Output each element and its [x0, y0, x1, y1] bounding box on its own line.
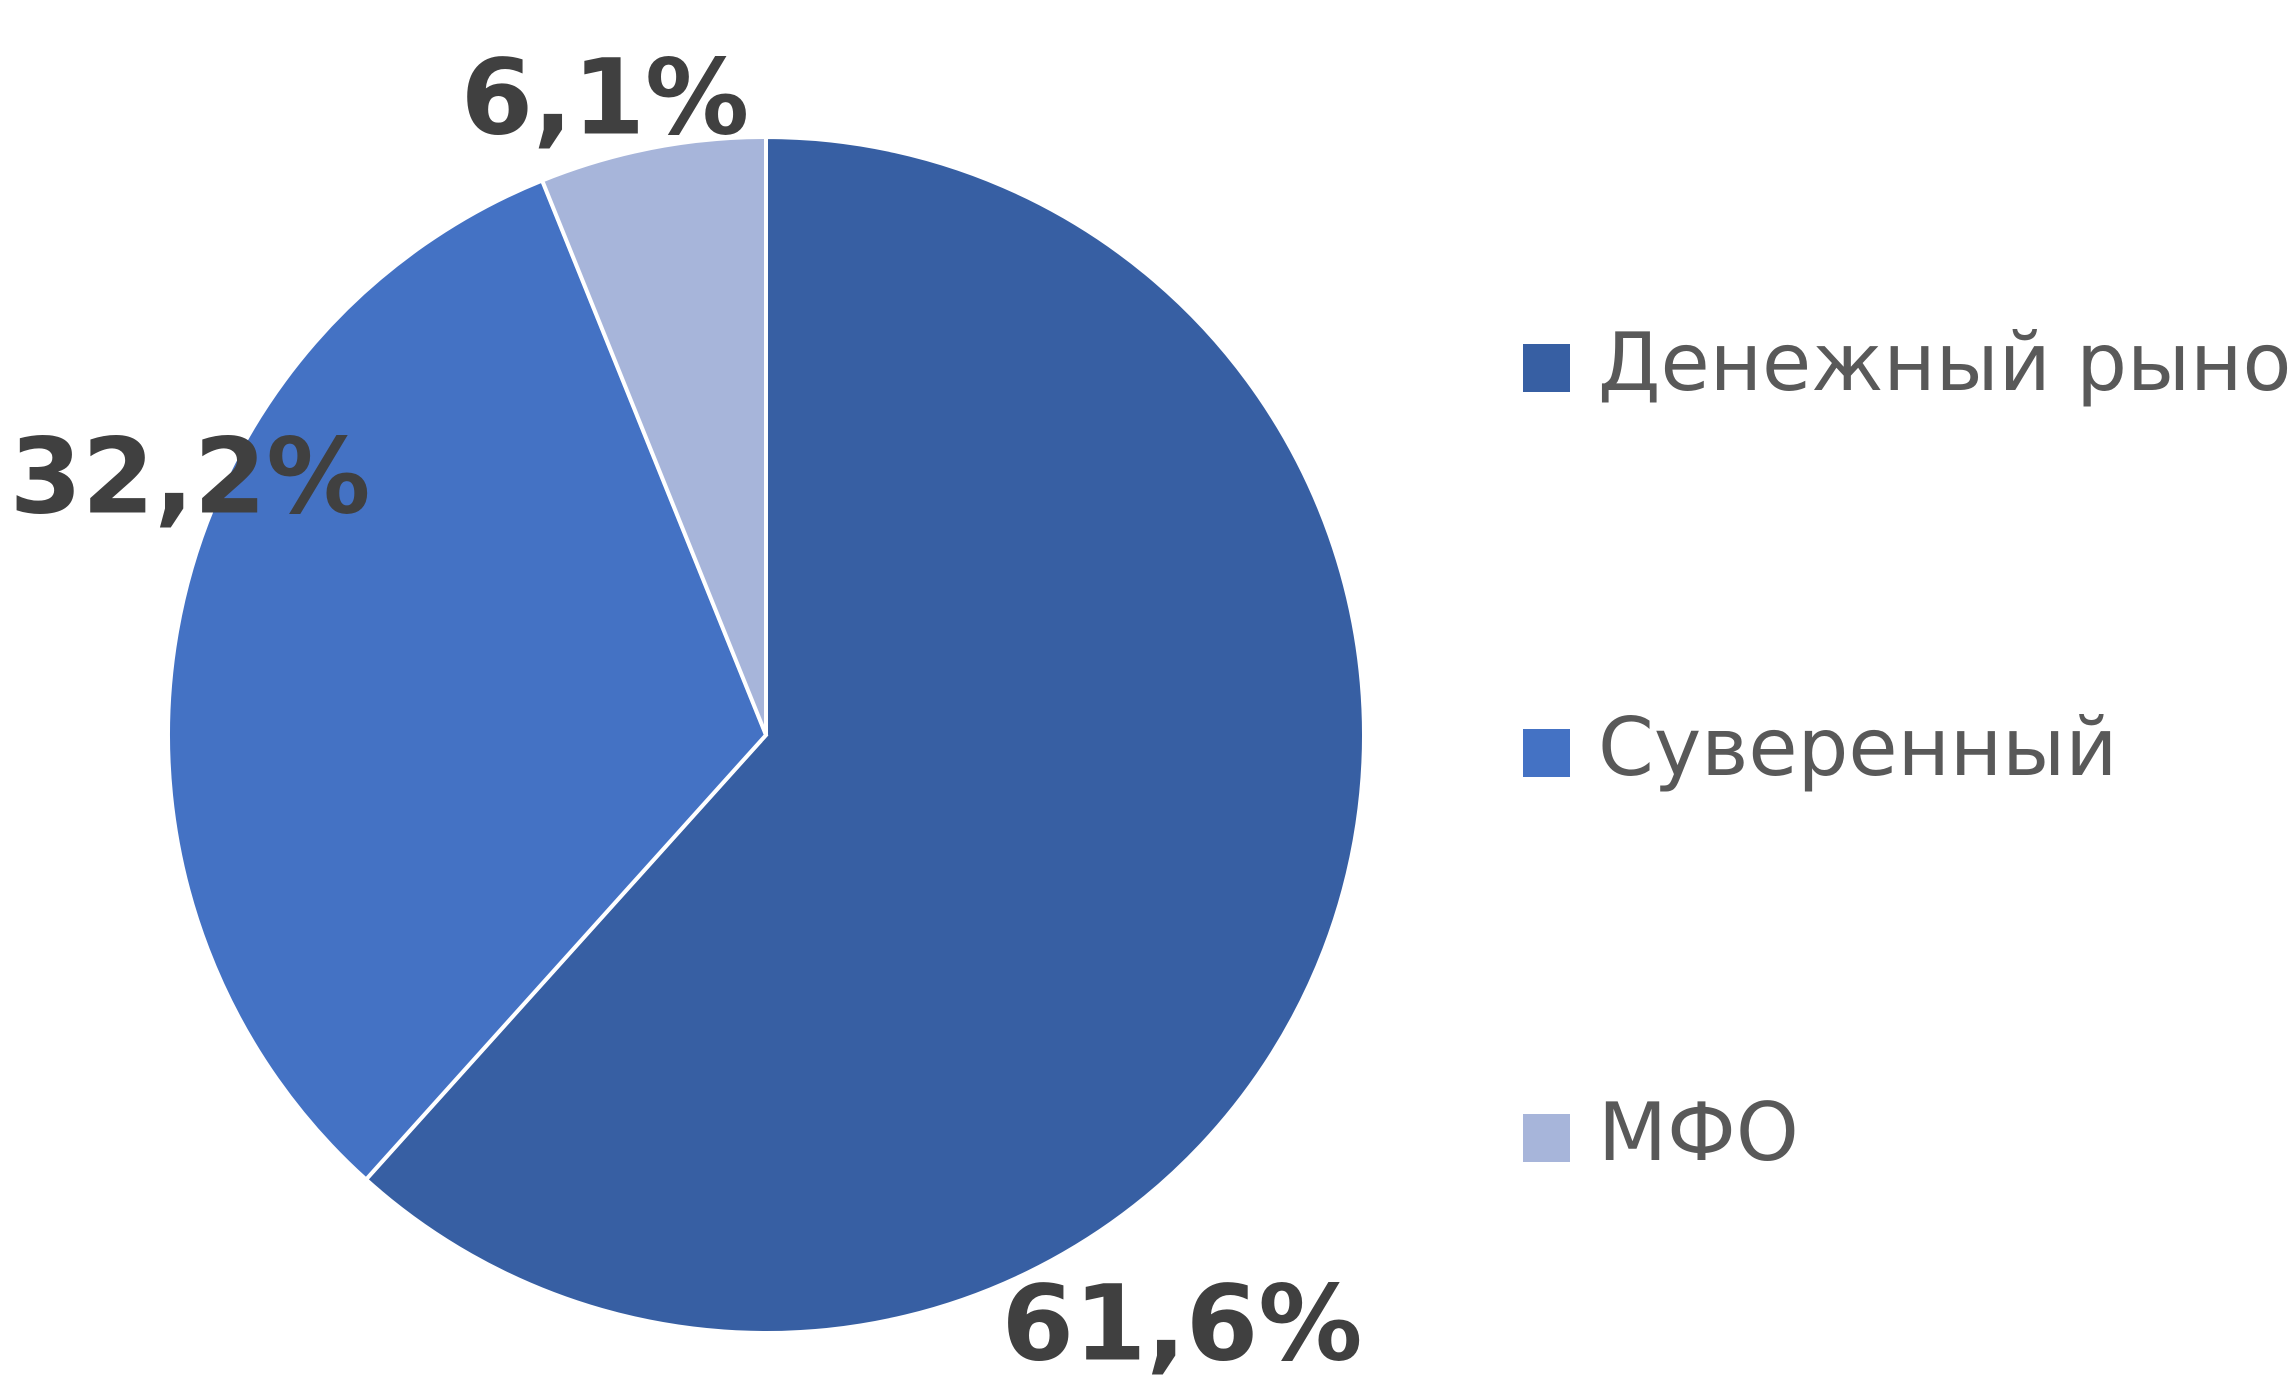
pie-slice: [166, 177, 769, 1183]
legend-swatch: [1523, 1114, 1570, 1162]
pie-slice: [539, 134, 768, 736]
pie-slice: [363, 134, 1366, 1335]
legend-label: Суверенный: [1598, 701, 2117, 794]
legend-swatch: [1523, 344, 1570, 392]
legend-swatch: [1523, 729, 1570, 777]
data-label: 61,6%: [1002, 1262, 1363, 1384]
data-label: 32,2%: [10, 415, 371, 537]
data-label: 6,1%: [461, 36, 749, 158]
legend-label: МФО: [1598, 1086, 1799, 1179]
legend-label: Денежный рынок: [1598, 316, 2288, 409]
